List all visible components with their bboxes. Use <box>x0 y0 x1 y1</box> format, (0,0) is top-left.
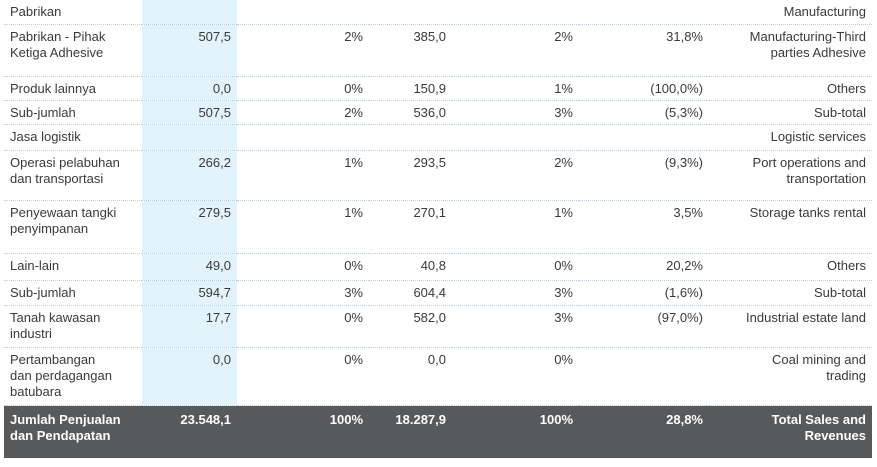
table-row: Pabrikan - Pihak Ketiga Adhesive 507,5 2% 3… <box>4 24 872 77</box>
growth: 31,8% <box>579 24 709 77</box>
value-current: 17,7 <box>142 305 237 348</box>
growth <box>579 0 709 25</box>
value-previous: 40,8 <box>369 253 452 281</box>
share-current: 1% <box>237 150 369 201</box>
table-row: Produk lainnya 0,0 0% 150,9 1% (100,0%) Others <box>4 76 872 101</box>
share-previous: 0% <box>452 253 579 281</box>
label-en: Sub-total <box>709 280 872 306</box>
label-id: Tanah kawasan industri <box>4 305 142 348</box>
table-row: Lain-lain 49,0 0% 40,8 0% 20,2% Others <box>4 253 872 281</box>
total-row: Jumlah Penjualan dan Pendapatan 23.548,1 1… <box>4 405 872 458</box>
value-previous <box>369 124 452 151</box>
share-current: 1% <box>237 200 369 254</box>
label-id: Operasi pelabuhan dan transportasi <box>4 150 142 201</box>
label-en: Manufacturing <box>709 0 872 25</box>
value-current <box>142 0 237 25</box>
value-current: 23.548,1 <box>142 405 237 458</box>
value-previous: 150,9 <box>369 76 452 101</box>
table-row: Tanah kawasan industri 17,7 0% 582,0 3% (97,0… <box>4 305 872 348</box>
growth: (5,3%) <box>579 100 709 125</box>
share-current: 2% <box>237 24 369 77</box>
share-current: 0% <box>237 76 369 101</box>
growth <box>579 124 709 151</box>
value-previous: 604,4 <box>369 280 452 306</box>
growth: (9,3%) <box>579 150 709 201</box>
table-row: Sub-jumlah 507,5 2% 536,0 3% (5,3%) Sub-total <box>4 100 872 125</box>
table-row: Pertambangan dan perdagangan batubara 0,0… <box>4 347 872 406</box>
label-en: Storage tanks rental <box>709 200 872 254</box>
value-current: 0,0 <box>142 347 237 406</box>
value-previous <box>369 0 452 25</box>
label-id: Lain-lain <box>4 253 142 281</box>
growth: 3,5% <box>579 200 709 254</box>
label-en: Others <box>709 76 872 101</box>
label-en: Industrial estate land <box>709 305 872 348</box>
share-previous <box>452 0 579 25</box>
growth: (100,0%) <box>579 76 709 101</box>
share-current: 0% <box>237 305 369 348</box>
value-previous: 270,1 <box>369 200 452 254</box>
share-previous: 1% <box>452 200 579 254</box>
growth: (97,0%) <box>579 305 709 348</box>
value-current: 49,0 <box>142 253 237 281</box>
value-current: 507,5 <box>142 100 237 125</box>
label-en: Manufacturing-Third parties Adhesive <box>709 24 872 77</box>
label-id: Sub-jumlah <box>4 100 142 125</box>
label-id: Jasa logistik <box>4 124 142 151</box>
share-current <box>237 0 369 25</box>
value-current: 507,5 <box>142 24 237 77</box>
growth <box>579 347 709 406</box>
share-previous: 2% <box>452 24 579 77</box>
value-previous: 18.287,9 <box>369 405 452 458</box>
share-previous <box>452 124 579 151</box>
value-previous: 293,5 <box>369 150 452 201</box>
value-current: 266,2 <box>142 150 237 201</box>
label-en: Port operations and transportation <box>709 150 872 201</box>
share-previous: 1% <box>452 76 579 101</box>
table-row: Sub-jumlah 594,7 3% 604,4 3% (1,6%) Sub-total <box>4 280 872 306</box>
label-en: Coal mining and trading <box>709 347 872 406</box>
value-current: 0,0 <box>142 76 237 101</box>
label-en: Others <box>709 253 872 281</box>
share-previous: 3% <box>452 305 579 348</box>
label-id: Pertambangan dan perdagangan batubara <box>4 347 142 406</box>
table-row: Operasi pelabuhan dan transportasi 266,2 1… <box>4 150 872 201</box>
share-previous: 3% <box>452 280 579 306</box>
growth: (1,6%) <box>579 280 709 306</box>
share-current: 2% <box>237 100 369 125</box>
value-previous: 536,0 <box>369 100 452 125</box>
growth: 20,2% <box>579 253 709 281</box>
share-current <box>237 124 369 151</box>
table-row: Pabrikan Manufacturing <box>4 0 872 25</box>
value-previous: 385,0 <box>369 24 452 77</box>
label-en: Logistic services <box>709 124 872 151</box>
value-previous: 582,0 <box>369 305 452 348</box>
label-id: Penyewaan tangki penyimpanan <box>4 200 142 254</box>
value-previous: 0,0 <box>369 347 452 406</box>
share-current: 100% <box>237 405 369 458</box>
share-previous: 3% <box>452 100 579 125</box>
label-en: Total Sales and Revenues <box>709 405 872 458</box>
share-current: 0% <box>237 253 369 281</box>
label-id: Pabrikan <box>4 0 142 25</box>
share-previous: 2% <box>452 150 579 201</box>
share-current: 0% <box>237 347 369 406</box>
value-current: 279,5 <box>142 200 237 254</box>
growth: 28,8% <box>579 405 709 458</box>
share-previous: 0% <box>452 347 579 406</box>
table-row: Penyewaan tangki penyimpanan 279,5 1% 270,1… <box>4 200 872 254</box>
label-id: Jumlah Penjualan dan Pendapatan <box>4 405 142 458</box>
label-en: Sub-total <box>709 100 872 125</box>
label-id: Produk lainnya <box>4 76 142 101</box>
sales-revenue-table: Pabrikan Manufacturing Pabrikan - Pihak Ke… <box>4 0 872 458</box>
label-id: Pabrikan - Pihak Ketiga Adhesive <box>4 24 142 77</box>
table-row: Jasa logistik Logistic services <box>4 124 872 151</box>
share-previous: 100% <box>452 405 579 458</box>
label-id: Sub-jumlah <box>4 280 142 306</box>
value-current: 594,7 <box>142 280 237 306</box>
share-current: 3% <box>237 280 369 306</box>
value-current <box>142 124 237 151</box>
